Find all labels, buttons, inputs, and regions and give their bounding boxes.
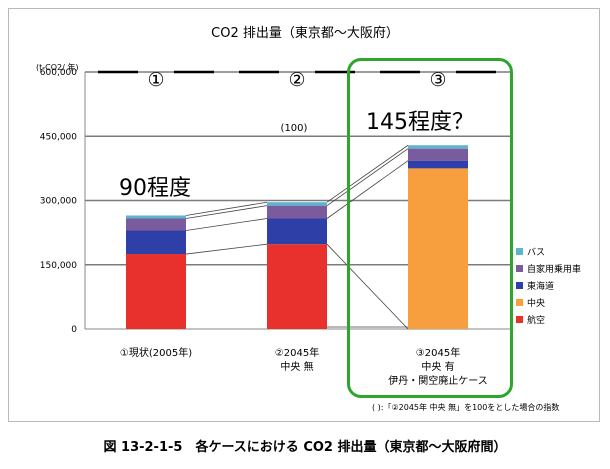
connector-line [326,160,409,219]
annotation-bar3: 145程度？ [366,110,474,135]
legend-swatch [516,265,523,272]
connector-line [185,205,268,219]
case-marker: ② [288,69,305,91]
connector-line [185,201,268,216]
x-category-label: 中央 有 [421,360,454,373]
legend-swatch [516,248,523,255]
x-category-label: 伊丹・関空廃止ケース [388,374,488,387]
x-category-label: 中央 無 [280,360,313,373]
bar-segment [267,202,327,206]
legend-label: 中央 [527,297,545,309]
x-category-label: ①現状(2005年) [120,346,192,359]
case-marker: ① [147,69,164,91]
legend-swatch [516,282,523,289]
index-annotation: (100) [281,123,308,134]
y-tick-label: 450,000 [40,132,77,142]
case-marker: ③ [429,69,446,91]
y-tick-label: 0 [71,325,77,335]
bar-segment [267,218,327,245]
bar-segment [408,148,468,161]
legend-swatch [516,299,523,306]
chart-frame [8,8,600,422]
figure-caption: 図 13-2-1-5 各ケースにおける CO2 排出量（東京都～大阪府間） [103,440,507,455]
legend-swatch [516,316,523,323]
y-axis-label: (t-CO2/ 年) [36,63,79,72]
bar-segment [126,218,186,231]
legend-label: 自家用乗用車 [527,263,581,275]
legend-label: 東海道 [527,280,554,292]
bar-segment [126,215,186,219]
bar-segment [408,160,468,169]
legend-label: バス [527,247,545,258]
chart-annotations: (100) [281,123,308,134]
annotation-bar1: 90程度 [119,176,191,201]
bars [126,145,468,329]
y-tick-labels: 0 150,000 300,000 450,000 600,000 [40,68,77,335]
x-category-label: ③2045年 [416,346,460,359]
y-tick-label: 300,000 [40,197,77,207]
highlight-box-case-3 [347,58,513,398]
bar-segment [126,230,186,255]
case-markers: ① ② ③ [98,69,496,91]
bar-segment [126,254,186,329]
connector-line [185,218,268,231]
connector-lines [185,144,409,330]
bar-segment [267,205,327,219]
legend-label: 航空 [527,314,545,326]
connector-line [326,243,409,330]
chart-title: CO2 排出量（東京都～大阪府） [211,26,399,41]
index-note: ( ):「②2045年 中央 無」を100をとした場合の指数 [372,403,560,412]
bar-segment [267,244,327,329]
y-tick-label: 600,000 [40,68,77,78]
bar-segment [408,168,468,329]
bar-segment [408,145,468,149]
connector-line [326,144,409,203]
connector-line [326,148,409,206]
connector-line [185,243,268,255]
x-category-label: ②2045年 [275,346,319,359]
y-tick-label: 150,000 [40,261,77,271]
